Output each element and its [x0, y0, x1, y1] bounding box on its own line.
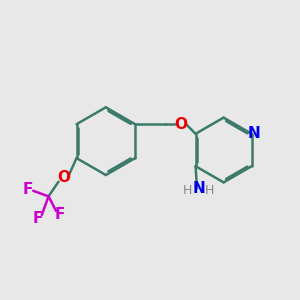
Text: N: N	[248, 126, 260, 141]
Text: N: N	[192, 181, 205, 196]
Text: F: F	[23, 182, 33, 196]
Text: H: H	[205, 184, 214, 197]
Text: F: F	[55, 207, 65, 222]
Text: F: F	[33, 211, 44, 226]
Text: O: O	[57, 170, 70, 185]
Text: H: H	[183, 184, 192, 197]
Text: O: O	[174, 117, 187, 132]
